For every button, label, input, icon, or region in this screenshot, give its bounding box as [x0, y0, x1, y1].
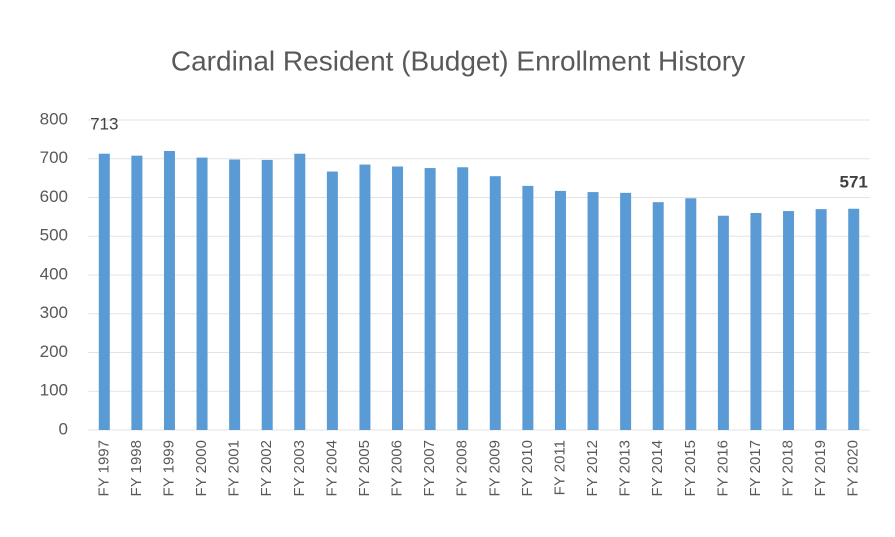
x-tick-label: FY 1997 — [95, 440, 112, 496]
bar — [783, 211, 795, 430]
bar — [294, 153, 306, 430]
x-tick-label: FY 2002 — [258, 440, 275, 496]
x-tick-label: FY 2010 — [519, 440, 536, 496]
x-tick-label: FY 2001 — [226, 440, 243, 496]
x-tick-label: FY 2004 — [323, 440, 340, 496]
bar — [489, 176, 501, 430]
x-tick-label: FY 2000 — [193, 440, 210, 496]
x-tick-label: FY 2008 — [454, 440, 471, 496]
y-tick-label: 0 — [59, 419, 68, 438]
y-tick-label: 500 — [40, 226, 68, 245]
bar — [163, 151, 175, 430]
x-tick-label: FY 1998 — [128, 440, 145, 496]
bar — [359, 164, 371, 430]
x-tick-label: FY 2018 — [780, 440, 797, 496]
bar — [554, 190, 566, 430]
bar — [848, 208, 860, 430]
bar — [392, 166, 404, 430]
x-tick-label: FY 2014 — [649, 440, 666, 496]
x-tick-label: FY 2019 — [812, 440, 829, 496]
bar — [326, 171, 338, 430]
x-tick-label: FY 2006 — [389, 440, 406, 496]
bar — [98, 153, 110, 430]
x-tick-label: FY 2012 — [584, 440, 601, 496]
x-tick-label: FY 2009 — [486, 440, 503, 496]
bar — [717, 215, 729, 430]
x-tick-label: FY 2017 — [747, 440, 764, 496]
x-tick-label: FY 2005 — [356, 440, 373, 496]
x-tick-label: FY 2007 — [421, 440, 438, 496]
bar — [815, 209, 827, 430]
x-tick-label: FY 2003 — [291, 440, 308, 496]
bar — [652, 202, 664, 430]
bar — [457, 167, 469, 430]
chart-title: Cardinal Resident (Budget) Enrollment Hi… — [171, 45, 745, 76]
data-label: 713 — [90, 114, 118, 133]
x-tick-label: FY 1999 — [160, 440, 177, 496]
data-label: 571 — [840, 172, 868, 191]
bar — [685, 198, 697, 430]
bar — [620, 192, 632, 430]
bar — [261, 159, 273, 430]
y-tick-label: 200 — [40, 342, 68, 361]
y-tick-label: 300 — [40, 303, 68, 322]
x-tick-label: FY 2011 — [551, 440, 568, 495]
y-tick-label: 400 — [40, 264, 68, 283]
bar — [522, 185, 534, 430]
x-tick-label: FY 2013 — [617, 440, 634, 496]
x-tick-label: FY 2020 — [845, 440, 862, 496]
bar — [424, 168, 436, 431]
x-tick-label: FY 2015 — [682, 440, 699, 496]
bar — [750, 213, 762, 430]
y-tick-label: 800 — [40, 109, 68, 128]
x-tick-label: FY 2016 — [714, 440, 731, 496]
bar — [587, 192, 599, 430]
bar — [131, 155, 143, 430]
y-tick-label: 100 — [40, 381, 68, 400]
bar — [196, 157, 208, 430]
bar — [229, 159, 241, 430]
y-tick-label: 600 — [40, 187, 68, 206]
y-tick-label: 700 — [40, 148, 68, 167]
